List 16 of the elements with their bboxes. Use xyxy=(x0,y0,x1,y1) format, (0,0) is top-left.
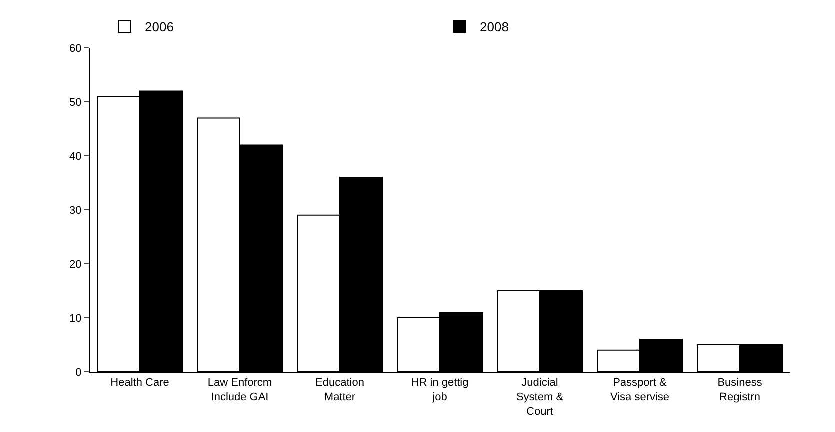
x-tick-label: Education Matter xyxy=(316,377,364,404)
y-tick-label: 10 xyxy=(70,312,82,325)
y-tick-label: 40 xyxy=(70,150,82,163)
legend-label: 2006 xyxy=(145,20,174,35)
x-tick-label: Business Registrn xyxy=(718,377,763,404)
y-tick-label: 30 xyxy=(70,204,82,217)
x-tick-label: Judicial System & Court xyxy=(516,377,564,418)
x-tick-label: Passport & Visa servise xyxy=(610,377,670,404)
y-tick-label: 20 xyxy=(70,258,82,271)
x-tick-label: Health Care xyxy=(110,377,170,390)
y-tick-label: 50 xyxy=(70,96,82,109)
x-tick-label: HR in gettig job xyxy=(411,377,469,404)
legend-label: 2008 xyxy=(480,20,509,35)
y-tick-label: 0 xyxy=(76,366,82,379)
x-tick-label: Law Enforcm Include GAI xyxy=(208,377,272,404)
y-tick-label: 60 xyxy=(70,42,82,55)
